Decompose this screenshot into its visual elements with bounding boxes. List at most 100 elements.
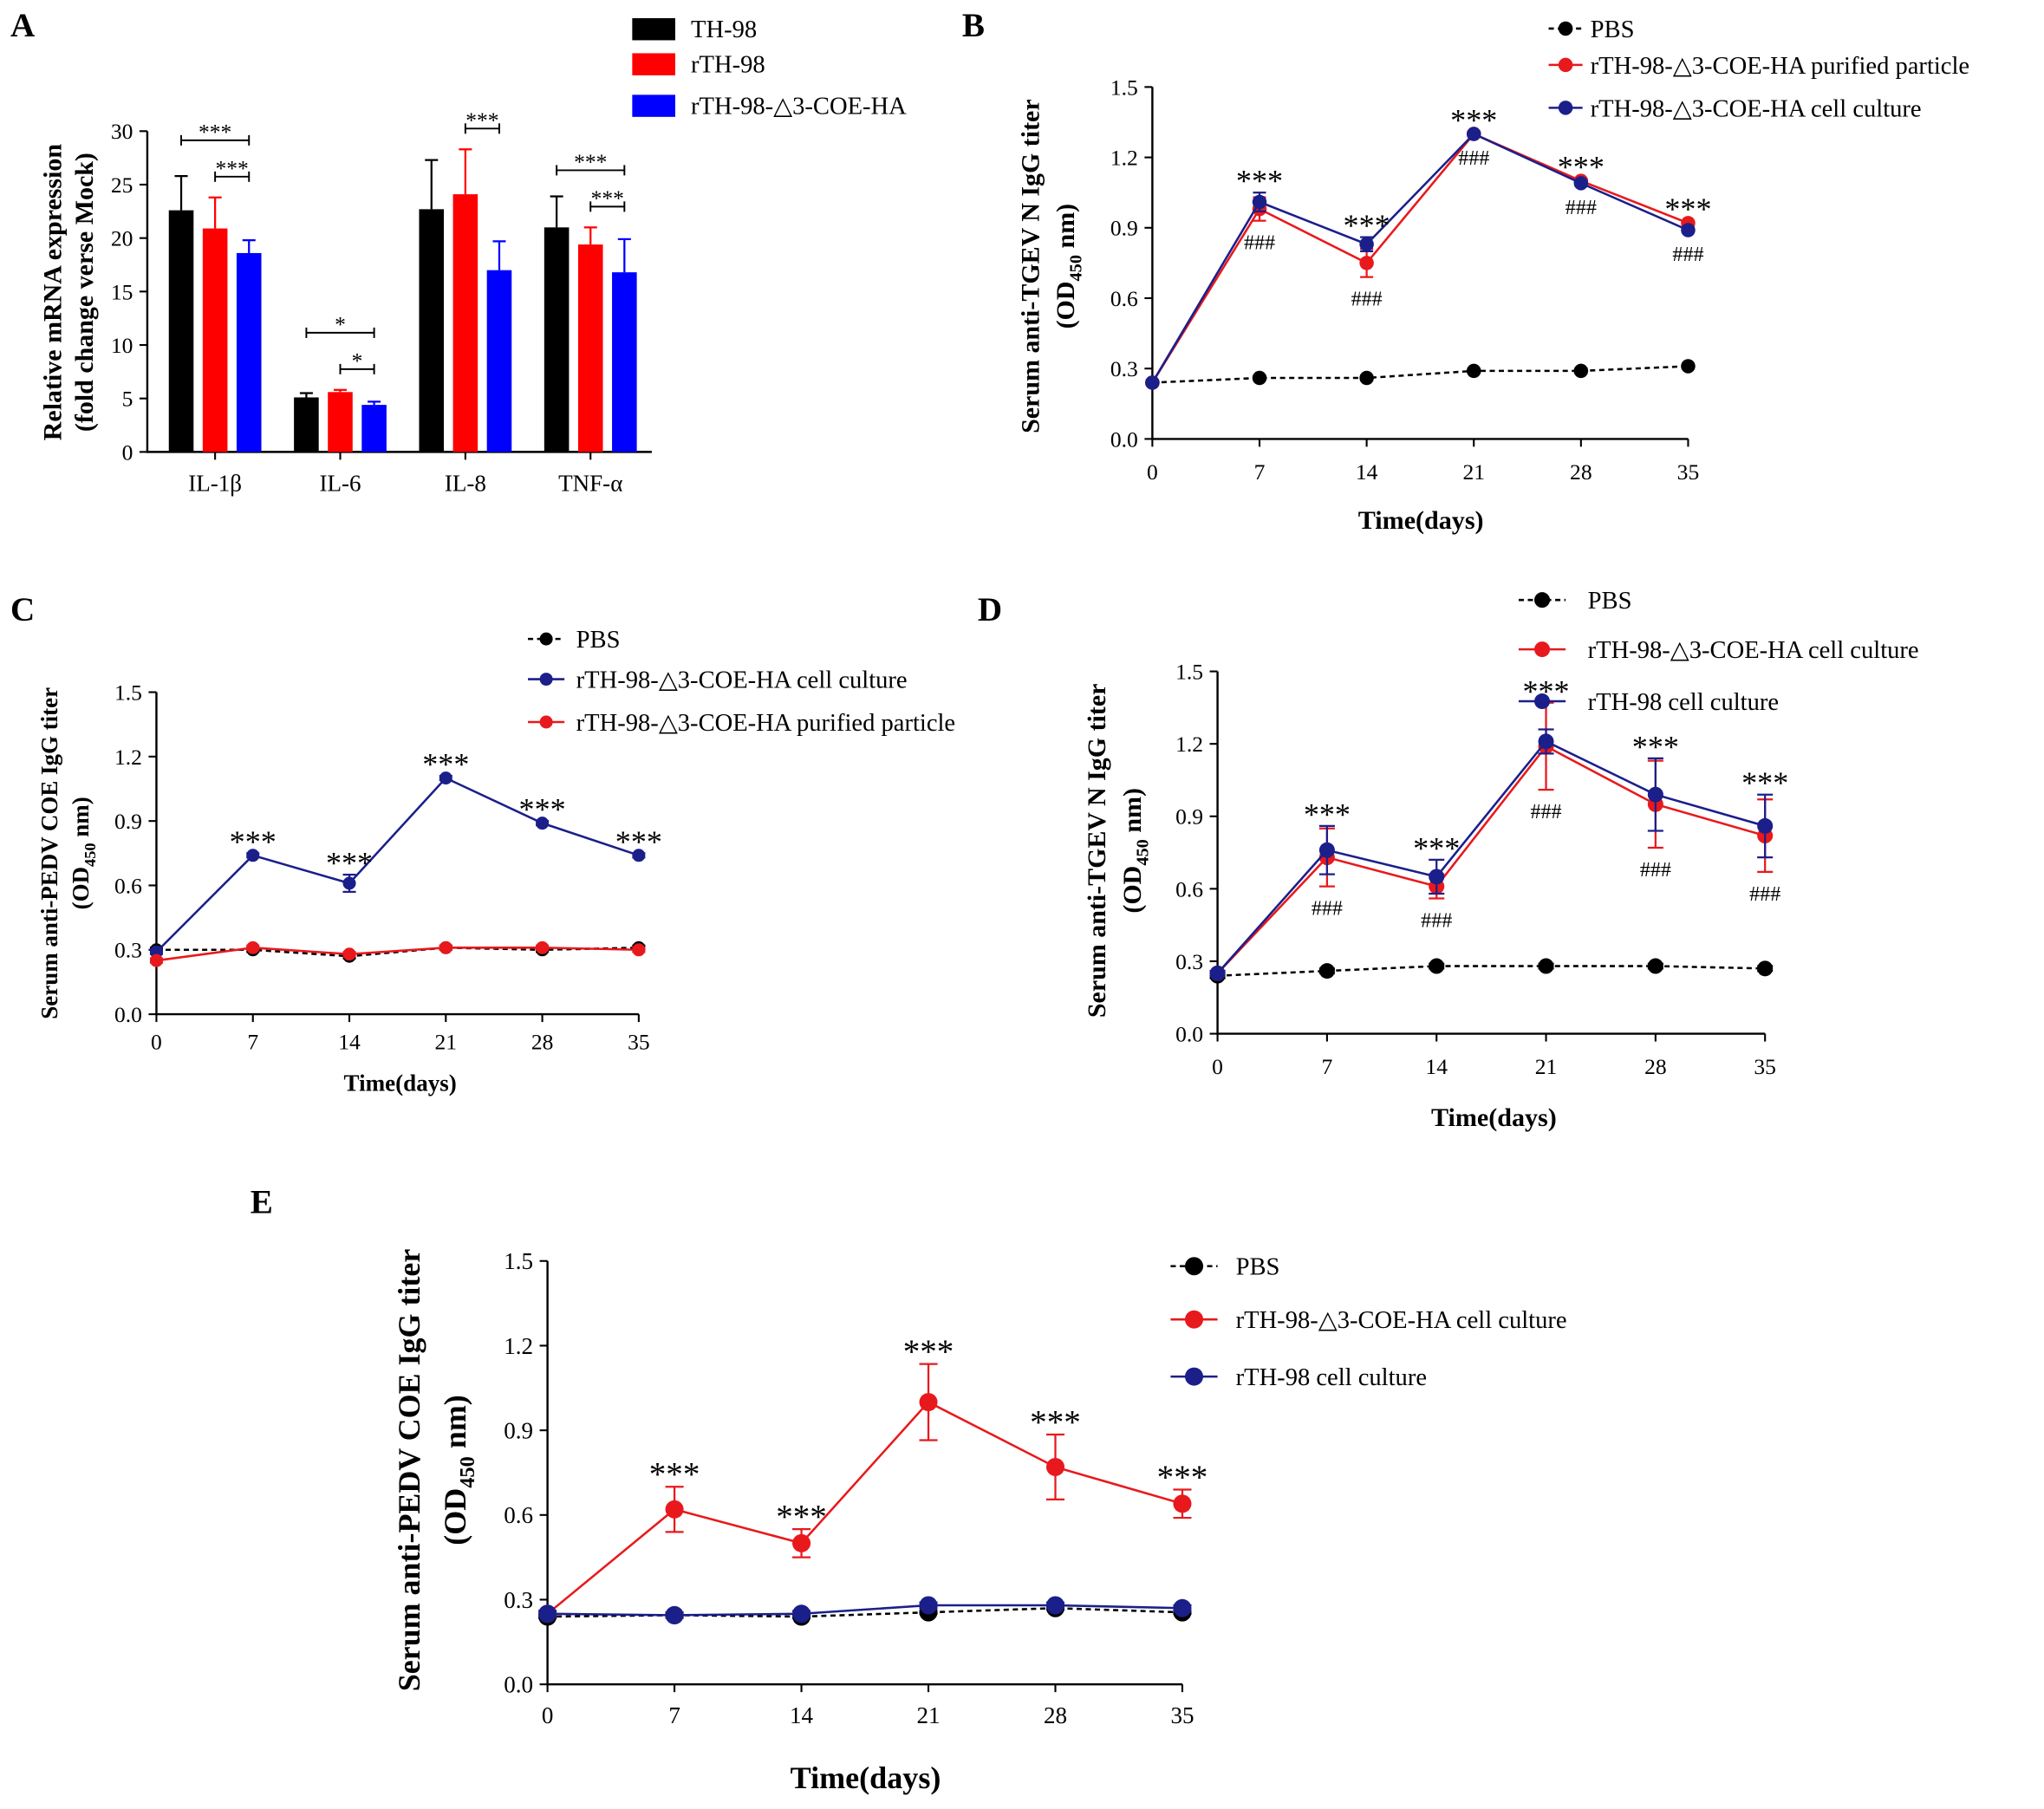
legend-label: TH-98 bbox=[691, 16, 757, 43]
series-2 bbox=[538, 1596, 1192, 1624]
panel-a: A 0 5 10 15 20 25 30 Relative mRNA expression (fo… bbox=[10, 7, 907, 496]
data-point bbox=[1359, 237, 1374, 251]
data-point bbox=[1318, 842, 1335, 858]
significance-label-secondary: ### bbox=[1672, 244, 1703, 266]
legend-marker bbox=[539, 673, 553, 687]
y-axis-unit-prefix: (OD bbox=[438, 1488, 472, 1545]
data-point bbox=[1209, 965, 1226, 981]
significance-label: * bbox=[335, 311, 346, 336]
legend-label: PBS bbox=[1588, 588, 1632, 615]
data-point bbox=[1359, 370, 1374, 386]
series-1 bbox=[1145, 127, 1696, 390]
y-tick-label: 1.5 bbox=[1110, 75, 1138, 100]
y-axis-unit-subscript: 450 bbox=[456, 1456, 479, 1488]
data-point bbox=[665, 1605, 684, 1624]
x-tick-label: 28 bbox=[1570, 459, 1592, 485]
x-tick-label: 21 bbox=[1462, 459, 1485, 485]
y-tick-label: 1.5 bbox=[1175, 660, 1203, 685]
data-point bbox=[1173, 1598, 1192, 1617]
panel-b: B 0.0 0.3 0.6 0.9 1.2 1.5 Serum anti-TGEV N IgG… bbox=[962, 7, 1969, 535]
x-tick-label: 21 bbox=[1535, 1054, 1558, 1079]
series-1 bbox=[149, 771, 646, 959]
significance-label: *** bbox=[615, 824, 662, 859]
data-point bbox=[919, 1393, 938, 1412]
x-tick-label: 0 bbox=[542, 1702, 554, 1728]
y-tick-label: 0.0 bbox=[114, 1002, 142, 1027]
significance-label-secondary: ### bbox=[1566, 197, 1597, 219]
x-tick-label: 7 bbox=[247, 1030, 258, 1055]
significance-label: *** bbox=[1632, 729, 1679, 764]
x-tick-label: 7 bbox=[1322, 1054, 1333, 1079]
series-0 bbox=[1209, 958, 1774, 984]
y-axis-subtitle: (OD450 nm) bbox=[1118, 788, 1152, 914]
bar bbox=[168, 210, 194, 452]
x-tick-label: 35 bbox=[1754, 1054, 1776, 1079]
x-axis-title: Time(days) bbox=[791, 1760, 941, 1795]
y-axis-title: Relative mRNA expression bbox=[39, 144, 68, 441]
y-tick-label: 0.9 bbox=[504, 1418, 533, 1444]
data-point bbox=[1145, 375, 1160, 390]
significance-label-secondary: ### bbox=[1531, 801, 1562, 823]
data-point bbox=[246, 849, 260, 862]
y-tick-label: 0 bbox=[122, 439, 133, 465]
panel-label: A bbox=[10, 7, 35, 44]
y-tick-label: 0.3 bbox=[1175, 949, 1203, 974]
legend-marker bbox=[539, 632, 553, 646]
bar bbox=[612, 272, 637, 452]
x-tick-label: 21 bbox=[435, 1030, 458, 1055]
data-point bbox=[342, 876, 356, 890]
y-axis-unit-subscript: 450 bbox=[1067, 255, 1086, 282]
significance-label: *** bbox=[230, 824, 277, 859]
x-tick-label: IL-6 bbox=[319, 470, 361, 496]
significance-label: *** bbox=[1304, 797, 1351, 831]
legend-label: rTH-98-△3-COE-HA cell culture bbox=[1591, 95, 1922, 122]
panel-c: C 0.0 0.3 0.6 0.9 1.2 1.5 Serum anti-PEDV COE I… bbox=[10, 591, 955, 1096]
data-point bbox=[792, 1604, 811, 1624]
series-line bbox=[546, 1400, 1183, 1615]
significance-label: *** bbox=[1664, 192, 1711, 226]
x-tick-label: 28 bbox=[1044, 1702, 1067, 1728]
y-axis-subtitle: (OD450 nm) bbox=[438, 1395, 479, 1545]
data-point bbox=[1757, 817, 1774, 834]
y-tick-label: 0.6 bbox=[1175, 876, 1203, 901]
y-axis-unit-subscript: 450 bbox=[1133, 839, 1152, 866]
data-point bbox=[665, 1500, 684, 1519]
data-point bbox=[1429, 869, 1445, 885]
significance-label: *** bbox=[326, 846, 373, 881]
series-line bbox=[1152, 365, 1689, 384]
significance-label: *** bbox=[1450, 102, 1497, 137]
y-axis-unit-suffix: nm) bbox=[68, 797, 94, 843]
y-tick-label: 30 bbox=[111, 119, 133, 144]
x-tick-label: 0 bbox=[1147, 459, 1158, 485]
legend-marker bbox=[1184, 1310, 1204, 1329]
series-line bbox=[1151, 132, 1689, 384]
data-point bbox=[1573, 363, 1589, 379]
significance-label: *** bbox=[649, 1456, 700, 1493]
data-point bbox=[439, 771, 452, 785]
significance-label-secondary: ### bbox=[1458, 147, 1489, 170]
significance-label: *** bbox=[1157, 1459, 1208, 1496]
y-tick-label: 0.3 bbox=[1110, 356, 1138, 381]
legend-label: PBS bbox=[576, 627, 621, 654]
panel-e: E 0.0 0.3 0.6 0.9 1.2 1.5 Serum anti-PEDV COE I… bbox=[251, 1183, 1567, 1795]
y-tick-label: 20 bbox=[111, 226, 133, 251]
y-axis-unit-suffix: nm) bbox=[1051, 204, 1080, 255]
bar bbox=[452, 194, 478, 452]
legend-label: rTH-98 cell culture bbox=[1588, 689, 1779, 716]
panel-label: E bbox=[251, 1183, 273, 1220]
x-tick-label: 7 bbox=[668, 1702, 680, 1728]
data-point bbox=[792, 1533, 811, 1552]
panel-d: D 0.0 0.3 0.6 0.9 1.2 1.5 Serum anti-TGEV N IgG… bbox=[978, 588, 1919, 1132]
series-line bbox=[547, 1604, 1182, 1617]
y-tick-label: 1.2 bbox=[504, 1333, 533, 1359]
data-point bbox=[1318, 963, 1335, 979]
legend-marker bbox=[1184, 1367, 1204, 1386]
bar bbox=[294, 397, 319, 452]
data-point bbox=[538, 1604, 557, 1624]
data-point bbox=[1466, 127, 1481, 141]
x-tick-label: 0 bbox=[1212, 1054, 1223, 1079]
series-line bbox=[1151, 132, 1689, 384]
x-tick-label: 35 bbox=[1170, 1702, 1194, 1728]
significance-label: *** bbox=[1741, 765, 1788, 800]
y-axis-title: Serum anti-PEDV COE IgG titer bbox=[36, 687, 62, 1019]
